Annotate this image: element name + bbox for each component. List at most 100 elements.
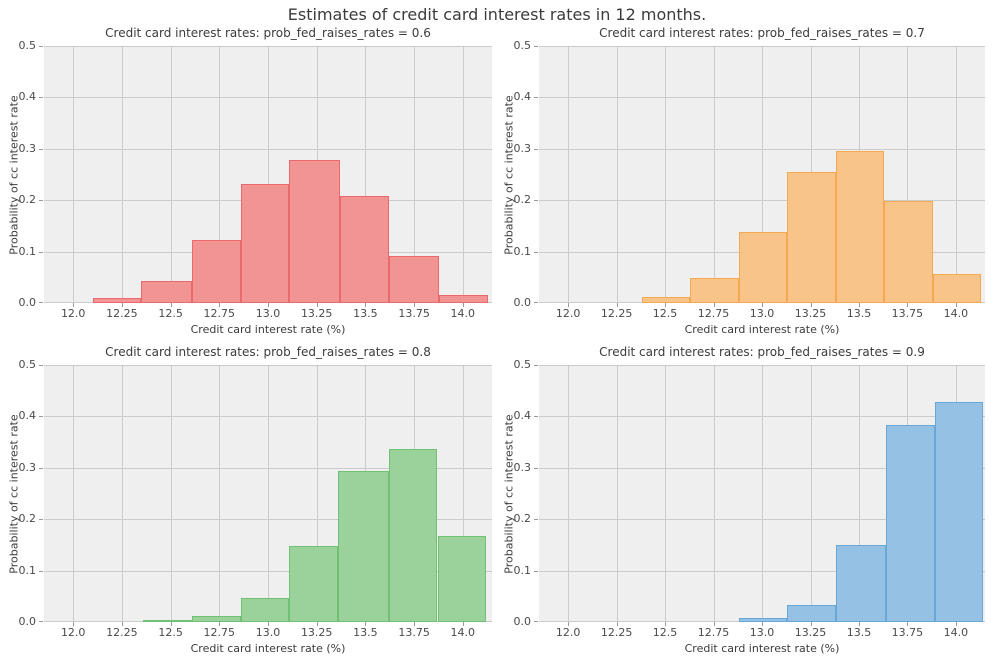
y-tick-label: 0.3 bbox=[18, 460, 37, 474]
y-tick-label: 0.4 bbox=[18, 90, 37, 104]
y-tick-label: 0.2 bbox=[513, 512, 532, 526]
x-tick-mark bbox=[955, 303, 957, 307]
x-tick-mark bbox=[616, 622, 618, 626]
y-tick-mark bbox=[534, 365, 538, 366]
plot-area bbox=[539, 46, 985, 303]
x-tick-mark bbox=[462, 622, 464, 626]
gridline-vertical bbox=[268, 46, 269, 303]
x-tick-mark bbox=[859, 303, 860, 307]
y-tick-label: 0.1 bbox=[18, 244, 37, 258]
gridline-horizontal bbox=[44, 365, 492, 366]
gridline-vertical bbox=[365, 46, 367, 303]
gridline-vertical bbox=[616, 46, 618, 303]
x-tick-label: 13.5 bbox=[353, 626, 378, 639]
gridline-horizontal bbox=[44, 519, 492, 521]
x-tick-mark bbox=[713, 303, 715, 307]
subplot-title: Credit card interest rates: prob_fed_rai… bbox=[599, 345, 925, 359]
gridline-vertical bbox=[219, 46, 221, 303]
x-tick-label: 14.0 bbox=[943, 626, 969, 639]
histogram-bar bbox=[340, 195, 389, 303]
y-tick-mark bbox=[534, 519, 538, 521]
gridline-vertical bbox=[268, 365, 269, 622]
y-tick-label: 0.5 bbox=[513, 39, 532, 52]
y-tick-mark bbox=[39, 365, 43, 366]
x-tick-mark bbox=[170, 303, 172, 307]
x-tick-mark bbox=[365, 303, 367, 307]
y-tick-label: 0.4 bbox=[513, 90, 532, 104]
x-tick-label: 12.25 bbox=[600, 626, 633, 639]
y-tick-mark bbox=[39, 97, 43, 99]
x-tick-label: 13.5 bbox=[846, 307, 872, 320]
y-tick-mark bbox=[534, 46, 538, 47]
x-tick-label: 12.25 bbox=[600, 307, 633, 320]
gridline-vertical bbox=[73, 46, 75, 303]
gridline-vertical bbox=[665, 46, 666, 303]
gridline-vertical bbox=[170, 365, 172, 622]
histogram-bar bbox=[690, 278, 739, 303]
x-tick-mark bbox=[268, 303, 269, 307]
gridline-vertical bbox=[762, 46, 763, 303]
y-axis-label: Probability of cc interest rate bbox=[7, 94, 21, 255]
histogram-bar bbox=[835, 544, 887, 622]
y-tick-mark bbox=[534, 467, 538, 469]
gridline-horizontal bbox=[44, 148, 492, 150]
y-axis-label: Probability of cc interest rate bbox=[7, 413, 21, 574]
histogram-bar bbox=[141, 281, 192, 303]
histogram-bar bbox=[934, 402, 984, 622]
x-tick-label: 12.75 bbox=[697, 626, 730, 639]
x-tick-mark bbox=[414, 303, 416, 307]
gridline-vertical bbox=[907, 46, 909, 303]
x-tick-mark bbox=[414, 622, 416, 626]
gridline-vertical bbox=[462, 46, 464, 303]
y-tick-mark bbox=[534, 621, 538, 622]
histogram-bar bbox=[388, 448, 438, 622]
x-tick-mark bbox=[713, 622, 715, 626]
y-tick-label: 0.0 bbox=[18, 615, 37, 628]
gridline-horizontal bbox=[539, 200, 985, 202]
gridline-vertical bbox=[568, 365, 570, 622]
x-axis-label: Credit card interest rate (%) bbox=[190, 642, 346, 655]
gridline-vertical bbox=[568, 46, 570, 303]
gridline-vertical bbox=[762, 365, 763, 622]
histogram-bar bbox=[787, 604, 836, 622]
plot-area bbox=[539, 365, 985, 622]
histogram-bar bbox=[192, 615, 241, 622]
y-tick-label: 0.0 bbox=[18, 296, 37, 309]
gridline-horizontal bbox=[539, 416, 985, 418]
gridline-horizontal bbox=[44, 416, 492, 418]
x-tick-label: 13.25 bbox=[300, 307, 333, 320]
x-tick-mark bbox=[568, 303, 570, 307]
histogram-bar bbox=[338, 470, 389, 622]
histogram-bar bbox=[289, 160, 340, 303]
x-tick-mark bbox=[462, 303, 464, 307]
gridline-horizontal bbox=[44, 467, 492, 469]
subplot-title: Credit card interest rates: prob_fed_rai… bbox=[105, 26, 431, 40]
x-tick-mark bbox=[568, 622, 570, 626]
subplot-1: Credit card interest rates: prob_fed_rai… bbox=[8, 26, 492, 336]
x-tick-mark bbox=[907, 303, 909, 307]
x-tick-label: 12.25 bbox=[106, 626, 138, 639]
histogram-bar bbox=[641, 296, 691, 303]
y-tick-mark bbox=[39, 302, 43, 303]
x-tick-mark bbox=[810, 622, 812, 626]
gridline-vertical bbox=[810, 365, 812, 622]
x-tick-mark bbox=[907, 622, 909, 626]
gridline-horizontal bbox=[44, 570, 492, 572]
y-tick-label: 0.4 bbox=[513, 409, 532, 423]
x-axis-label: Credit card interest rate (%) bbox=[684, 323, 840, 336]
gridline-horizontal bbox=[539, 467, 985, 469]
y-tick-mark bbox=[39, 251, 43, 253]
plot-area bbox=[44, 46, 492, 303]
y-tick-label: 0.0 bbox=[513, 615, 532, 628]
y-tick-mark bbox=[534, 148, 538, 150]
x-tick-mark bbox=[859, 622, 860, 626]
x-tick-label: 13.0 bbox=[749, 307, 775, 320]
y-tick-mark bbox=[534, 200, 538, 202]
y-tick-label: 0.3 bbox=[513, 141, 532, 155]
gridline-vertical bbox=[316, 365, 318, 622]
x-tick-label: 12.5 bbox=[158, 626, 183, 639]
y-tick-mark bbox=[39, 148, 43, 150]
y-tick-label: 0.3 bbox=[18, 141, 37, 155]
x-tick-label: 12.75 bbox=[697, 307, 730, 320]
x-tick-label: 12.5 bbox=[158, 307, 183, 320]
